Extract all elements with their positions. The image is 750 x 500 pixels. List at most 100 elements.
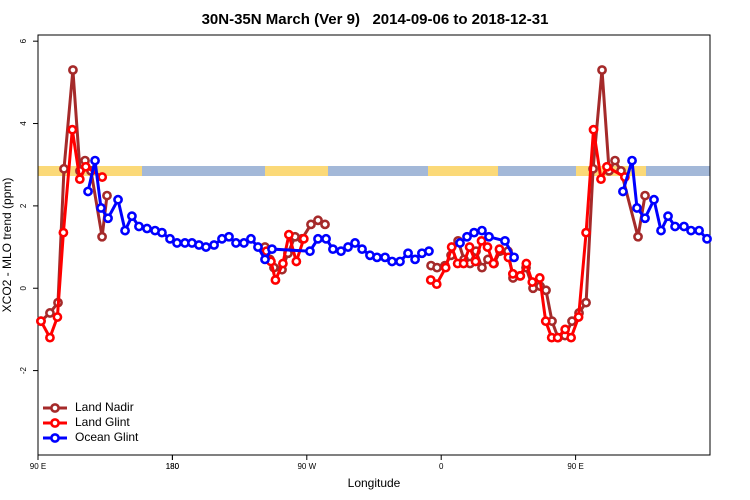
point [500,235,510,246]
point [350,238,360,248]
point [357,244,367,255]
point [663,211,673,222]
point [484,231,494,242]
x-tick-label: 90 E [30,462,46,471]
point [679,221,689,232]
point [588,124,599,135]
point [403,248,413,259]
point [618,186,628,197]
point [201,242,211,252]
point [602,161,612,172]
point [410,254,420,265]
point [372,252,382,263]
point [253,242,263,252]
point [165,233,175,244]
point [321,233,331,244]
point [320,219,330,230]
point [560,324,571,335]
point [633,231,643,242]
ocean-band [38,166,710,176]
point [68,65,78,75]
point [80,161,91,172]
legend-marker [50,433,60,443]
point [246,233,256,244]
point [477,225,487,236]
y-tick-label: 2 [19,203,28,208]
point [470,256,481,267]
point [96,203,106,213]
point [45,308,55,318]
point [581,227,591,238]
point [209,240,219,250]
point [649,194,659,205]
series-line [39,69,647,340]
point [387,256,397,267]
x-tick-label: 0 [439,462,444,471]
point [476,235,487,246]
x-axis-label: Longitude [348,476,401,490]
point [291,256,302,267]
point [446,242,457,252]
point [395,256,405,267]
legend-label: Land Glint [75,415,130,429]
point [573,312,584,322]
point [231,238,241,248]
point [640,213,650,224]
point [440,262,451,273]
point [640,190,650,201]
x-tick-label: 90 W [297,462,316,471]
point [424,246,434,257]
point [627,155,637,166]
point [157,227,167,238]
y-tick-label: 6 [19,38,28,43]
point [581,297,591,308]
point [515,270,526,281]
point [610,155,620,166]
point [694,225,704,236]
point [278,258,288,269]
point [172,238,182,248]
x-tick-label: 90 E [567,462,583,471]
point [103,213,113,224]
point [305,246,315,257]
legend-label: Ocean Glint [75,430,139,444]
point [464,242,475,252]
point [58,227,69,238]
point [260,254,270,265]
point [380,252,390,263]
point [507,268,518,279]
plot-frame [37,34,711,456]
point [521,258,532,269]
y-tick-label: 4 [19,121,28,126]
point [597,65,607,75]
point [527,277,538,287]
point [431,279,442,290]
point [45,332,55,343]
point [90,155,100,166]
point [134,221,144,232]
land-band [265,166,328,176]
chart-title: 30N-35N March (Ver 9) 2014-09-06 to 2018… [202,11,549,28]
point [702,233,712,244]
point [469,227,479,238]
point [343,242,353,252]
point [36,316,46,327]
point [298,233,309,244]
point [336,246,346,257]
point [267,244,277,255]
point [270,275,281,285]
point [313,233,323,244]
x-tick-label: 180 [166,462,180,471]
point [509,252,519,263]
point [488,258,499,269]
point [541,285,551,296]
point [328,244,338,255]
point [482,242,493,252]
point [113,194,123,205]
point [632,203,642,213]
point [458,258,469,269]
x-tick-label: 180 [166,462,180,471]
point [432,262,442,273]
point [313,215,323,226]
